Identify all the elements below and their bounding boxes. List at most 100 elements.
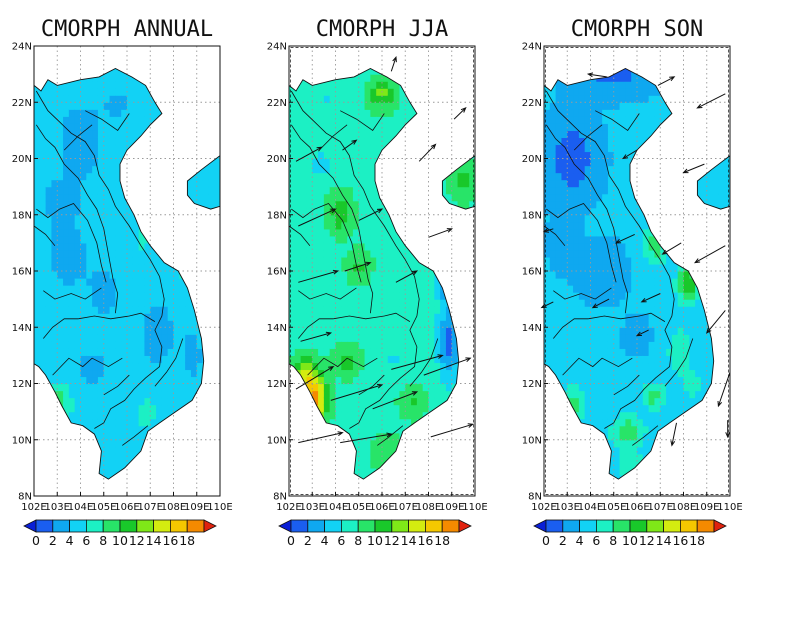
lat-tick-label: 10N	[12, 435, 32, 446]
wind-vector	[342, 139, 358, 151]
lon-tick-label: 107E	[648, 502, 673, 513]
colorbar-label: 18	[434, 533, 450, 548]
colorbar-label: 2	[49, 533, 57, 548]
wind-vectors	[295, 55, 474, 444]
lon-tick-label: 110E	[207, 502, 232, 513]
lat-tick-label: 14N	[12, 323, 32, 334]
colorbar-swatch	[324, 519, 342, 533]
wind-vector	[358, 208, 384, 221]
colorbar-swatch	[680, 519, 698, 533]
colorbar-label: 12	[129, 533, 145, 548]
panel-title: CMORPH ANNUAL	[41, 17, 213, 42]
colorbar-label: 2	[304, 533, 312, 548]
colorbar-swatch	[374, 519, 393, 533]
colorbar-swatch	[86, 519, 104, 533]
map-panel-son: CMORPH SON 24N 22N 20N 18N 16N 14N 12N 10N 8N102E…	[522, 17, 743, 548]
coastline	[543, 67, 731, 480]
colorbar-label: 16	[672, 533, 688, 548]
lon-tick-label: 106E	[369, 502, 394, 513]
lon-tick-label: 110E	[462, 502, 487, 513]
wind-vector	[725, 420, 731, 439]
wind-vector	[586, 72, 607, 78]
lon-tick-label: 103E	[45, 502, 70, 513]
lon-tick-label: 109E	[439, 502, 464, 513]
wind-vector	[298, 431, 344, 444]
colorbar-swatch	[596, 519, 614, 533]
lat-tick-label: 16N	[12, 267, 32, 278]
lon-tick-label: 104E	[323, 502, 348, 513]
lon-tick-label: 107E	[393, 502, 418, 513]
lat-tick-label: 24N	[522, 42, 542, 53]
colorbar-low-arrow	[533, 519, 547, 533]
wind-vector	[395, 270, 419, 283]
lat-tick-label: 18N	[267, 210, 287, 221]
colorbar-swatch	[424, 519, 443, 533]
lat-tick-label: 18N	[12, 210, 32, 221]
wind-vector	[330, 383, 384, 401]
colorbar-label: 10	[112, 533, 128, 548]
lat-tick-label: 22N	[12, 98, 32, 109]
lat-tick-label: 22N	[267, 98, 287, 109]
wind-vector	[591, 298, 610, 309]
wind-vector	[423, 357, 472, 376]
colorbar-swatch	[340, 519, 359, 533]
lat-tick-label: 12N	[12, 379, 32, 390]
colorbar: 0 2 4 6 8 10 12 14 16 18	[278, 519, 472, 548]
lon-tick-label: 102E	[531, 502, 556, 513]
colorbar-swatch	[696, 519, 715, 533]
colorbar-label: 4	[321, 533, 329, 548]
map-panel-annual: CMORPH ANNUAL24N22N20N18N16N14N12N10N8N1…	[12, 17, 233, 548]
colorbar-label: 14	[656, 533, 672, 548]
wind-vector	[696, 93, 726, 109]
lat-tick-label: 14N	[522, 323, 542, 334]
colorbar-swatch	[545, 519, 564, 533]
colorbar-label: 18	[689, 533, 705, 548]
colorbar-swatch	[357, 519, 376, 533]
lat-tick-label: 16N	[522, 267, 542, 278]
colorbar-label: 8	[354, 533, 362, 548]
colorbar-swatch	[441, 519, 460, 533]
lat-tick-label: 20N	[522, 154, 542, 165]
colorbar-label: 6	[82, 533, 90, 548]
lat-tick-label: 12N	[267, 379, 287, 390]
lat-tick-label: 18N	[522, 210, 542, 221]
colorbar-swatch	[646, 519, 664, 533]
coastline	[288, 67, 476, 480]
lat-tick-label: 20N	[267, 154, 287, 165]
colorbar-label: 14	[146, 533, 162, 548]
panel-title: CMORPH SON	[571, 17, 703, 42]
lat-tick-label: 16N	[267, 267, 287, 278]
colorbar-swatch	[102, 519, 121, 533]
colorbar-swatch	[562, 519, 580, 533]
gridlines	[544, 46, 730, 496]
lat-tick-label: 8N	[18, 492, 32, 503]
wind-vector	[298, 208, 337, 227]
wind-vector	[657, 76, 676, 86]
colorbar-label: 16	[417, 533, 433, 548]
wind-vector	[344, 261, 372, 272]
wind-vector	[453, 107, 467, 120]
colorbar-label: 0	[32, 533, 40, 548]
wind-vector	[640, 293, 661, 303]
country-borders	[543, 90, 694, 446]
colorbar-high-arrow	[458, 519, 472, 533]
wind-vector	[295, 365, 335, 390]
wind-vector	[428, 228, 454, 238]
colorbar-swatch	[136, 519, 155, 533]
colorbar-swatch	[612, 519, 631, 533]
lon-tick-label: 105E	[346, 502, 371, 513]
colorbar-label: 14	[401, 533, 417, 548]
colorbar-label: 6	[337, 533, 345, 548]
lat-tick-label: 24N	[267, 42, 287, 53]
colorbar-swatch	[119, 519, 138, 533]
lat-tick-label: 10N	[267, 435, 287, 446]
map-panel-jja: CMORPH JJA 24N 22N 20N 18N 16N 14N 12N 10N 8N102E…	[267, 17, 488, 548]
colorbar-high-arrow	[713, 519, 727, 533]
country-borders	[288, 90, 439, 446]
lat-tick-label: 22N	[522, 98, 542, 109]
colorbar-label: 12	[384, 533, 400, 548]
colorbar-swatch	[391, 519, 409, 533]
colorbar-swatch	[35, 519, 54, 533]
colorbar-swatch	[290, 519, 309, 533]
colorbar-label: 4	[66, 533, 74, 548]
